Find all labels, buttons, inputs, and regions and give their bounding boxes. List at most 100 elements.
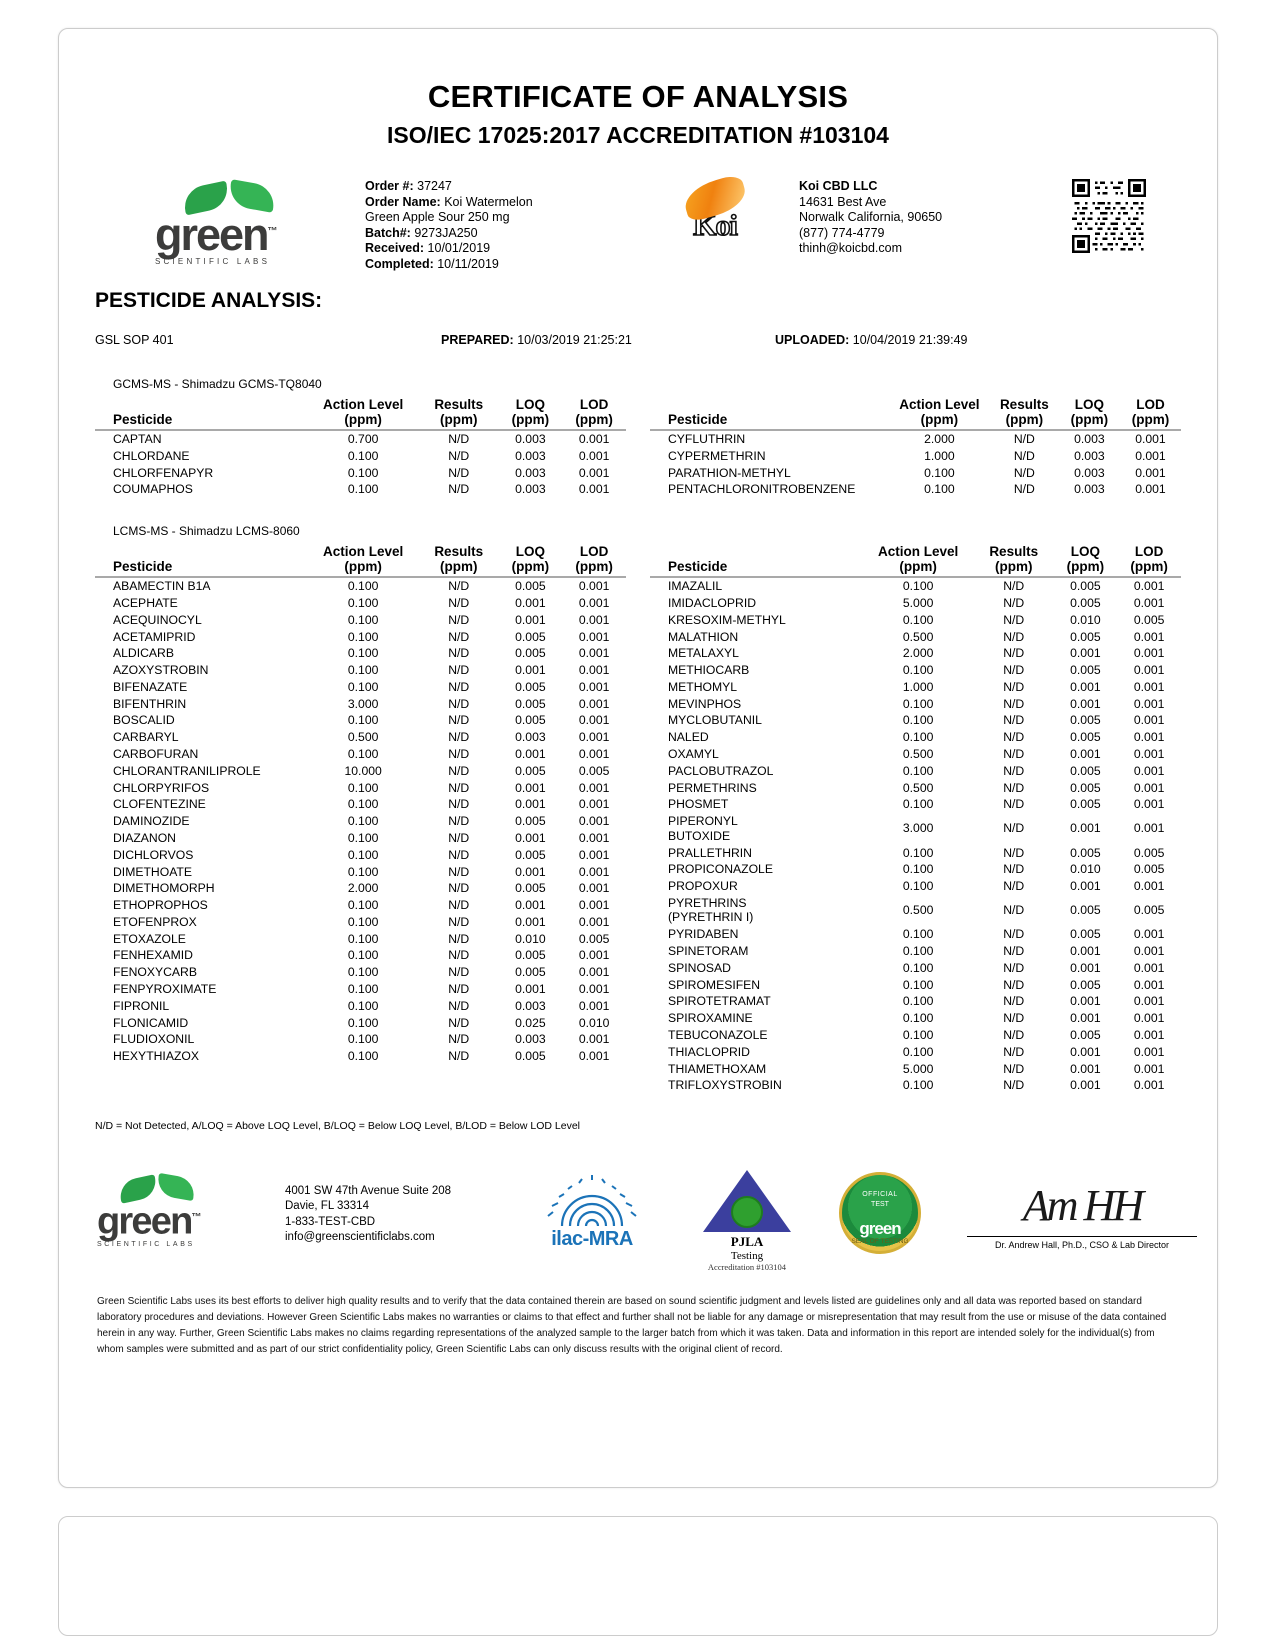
action-level-value: 0.100 bbox=[347, 713, 379, 728]
table-row: ETOFENPROX 0.100 N/D 0.001 0.001 bbox=[95, 914, 626, 931]
table-row: DICHLORVOS 0.100 N/D 0.005 0.001 bbox=[95, 847, 626, 864]
result-value: N/D bbox=[448, 1049, 470, 1064]
loq-value: 0.005 bbox=[515, 679, 546, 694]
footer-contact: 4001 SW 47th Avenue Suite 208 Davie, FL … bbox=[285, 1184, 451, 1246]
pesticide-name: ETOFENPROX bbox=[113, 914, 197, 929]
result-value: N/D bbox=[1003, 663, 1025, 678]
column-header-action-level: Action Level (ppm) bbox=[862, 544, 974, 579]
result-value: N/D bbox=[448, 747, 470, 762]
action-level-value: 0.100 bbox=[347, 830, 379, 845]
loq-value: 0.001 bbox=[515, 780, 546, 795]
action-level-value: 0.500 bbox=[902, 747, 934, 762]
table-row: IMIDACLOPRID 5.000 N/D 0.005 0.001 bbox=[650, 595, 1181, 612]
pesticide-name: PROPICONAZOLE bbox=[668, 862, 773, 877]
table-row: ACEPHATE 0.100 N/D 0.001 0.001 bbox=[95, 595, 626, 612]
action-level-value: 0.100 bbox=[347, 898, 379, 913]
loq-value: 0.005 bbox=[515, 763, 546, 778]
footer-address2: Davie, FL 33314 bbox=[285, 1200, 369, 1213]
lod-value: 0.001 bbox=[578, 482, 610, 497]
client-name: Koi CBD LLC bbox=[799, 179, 878, 193]
pjla-badge: PJLA Testing Accreditation #103104 bbox=[687, 1169, 807, 1272]
table-row: AZOXYSTROBIN 0.100 N/D 0.001 0.001 bbox=[95, 662, 626, 679]
column-header-loq: LOQ (ppm) bbox=[498, 397, 563, 431]
loq-value: 0.005 bbox=[1070, 730, 1101, 745]
loq-value: 0.005 bbox=[1070, 596, 1101, 610]
next-page-stub bbox=[58, 1516, 1218, 1636]
pesticide-name: IMAZALIL bbox=[668, 579, 723, 594]
signature-name: Dr. Andrew Hall, Ph.D., CSO & Lab Direct… bbox=[994, 1239, 1170, 1250]
table-row: PYRETHRINS (PYRETHRIN I) 0.500 N/D 0.005 0.0… bbox=[650, 895, 1181, 926]
loq-value: 0.005 bbox=[515, 646, 546, 661]
table-row: ABAMECTIN B1A 0.100 N/D 0.005 0.001 bbox=[95, 577, 626, 595]
lod-value: 0.001 bbox=[1135, 432, 1166, 447]
lod-value: 0.005 bbox=[578, 763, 610, 778]
pesticide-name: IMIDACLOPRID bbox=[668, 596, 757, 610]
loq-value: 0.001 bbox=[515, 981, 546, 996]
action-level-value: 0.100 bbox=[347, 579, 379, 594]
loq-value: 0.001 bbox=[1070, 679, 1101, 694]
action-level-value: 2.000 bbox=[347, 881, 379, 896]
loq-value: 0.005 bbox=[1070, 845, 1101, 860]
pesticide-name: MALATHION bbox=[668, 629, 739, 644]
action-level-value: 0.100 bbox=[902, 1078, 934, 1093]
result-value: N/D bbox=[1003, 579, 1025, 594]
pesticide-name: BIFENAZATE bbox=[113, 679, 188, 694]
action-level-value: 0.100 bbox=[347, 482, 379, 497]
table-row: PENTACHLORONITROBENZENE 0.100 N/D 0.003 0.00… bbox=[650, 481, 1181, 498]
completed-value: 10/11/2019 bbox=[437, 256, 499, 271]
footer-lab-logo: green™ SCIENTIFIC LABS bbox=[97, 1172, 257, 1248]
table-row: NALED 0.100 N/D 0.005 0.001 bbox=[650, 729, 1181, 746]
lod-value: 0.001 bbox=[1133, 879, 1165, 894]
loq-value: 0.005 bbox=[1070, 1027, 1101, 1042]
lod-value: 0.001 bbox=[1133, 663, 1165, 678]
loq-value: 0.010 bbox=[1070, 612, 1101, 627]
lod-value: 0.001 bbox=[578, 780, 610, 795]
result-value: N/D bbox=[448, 981, 470, 996]
table-row: MYCLOBUTANIL 0.100 N/D 0.005 0.001 bbox=[650, 712, 1181, 729]
result-value: N/D bbox=[1003, 1061, 1025, 1076]
pjla-atom-icon bbox=[731, 1195, 763, 1228]
pesticide-name: CARBARYL bbox=[113, 730, 179, 745]
column-header-lod: LOD (ppm) bbox=[1119, 397, 1181, 431]
pesticide-name: PENTACHLORONITROBENZENE bbox=[668, 482, 856, 497]
pesticide-name: CHLORDANE bbox=[113, 448, 190, 463]
qr-code-icon[interactable] bbox=[1072, 179, 1146, 253]
action-level-value: 0.500 bbox=[347, 730, 379, 745]
result-value: N/D bbox=[448, 931, 470, 946]
gcms-right-body: CYFLUTHRIN 2.000 N/D 0.003 0.001 CYPERMETHRIN… bbox=[650, 430, 1181, 498]
table-row: FIPRONIL 0.100 N/D 0.003 0.001 bbox=[95, 998, 626, 1015]
legal-disclaimer: Green Scientific Labs uses its best effo… bbox=[97, 1295, 1167, 1355]
pesticide-name: PACLOBUTRAZOL bbox=[668, 763, 774, 778]
table-row: SPINOSAD 0.100 N/D 0.001 0.001 bbox=[650, 960, 1181, 977]
action-level-value: 0.100 bbox=[347, 1032, 379, 1047]
table-row: PRALLETHRIN 0.100 N/D 0.005 0.005 bbox=[650, 844, 1181, 861]
table-row: FLONICAMID 0.100 N/D 0.025 0.010 bbox=[95, 1014, 626, 1031]
loq-value: 0.001 bbox=[515, 596, 546, 610]
lod-value: 0.001 bbox=[1133, 747, 1165, 762]
lod-value: 0.001 bbox=[1135, 465, 1166, 480]
result-value: N/D bbox=[448, 881, 470, 896]
lod-value: 0.001 bbox=[1133, 579, 1165, 594]
lod-value: 0.001 bbox=[578, 881, 610, 896]
result-value: N/D bbox=[1003, 612, 1025, 627]
official-test-seal: OFFICIAL TEST green SEAL OF TESTING bbox=[832, 1171, 928, 1254]
table-row: COUMAPHOS 0.100 N/D 0.003 0.001 bbox=[95, 481, 626, 498]
result-value: N/D bbox=[1003, 679, 1025, 694]
lod-value: 0.001 bbox=[1135, 448, 1166, 463]
action-level-value: 0.100 bbox=[347, 629, 379, 644]
loq-value: 0.005 bbox=[1070, 713, 1101, 728]
pesticide-name: ETOXAZOLE bbox=[113, 931, 186, 946]
lod-value: 0.001 bbox=[1135, 482, 1166, 497]
loq-value: 0.001 bbox=[1070, 960, 1101, 975]
page-subtitle: ISO/IEC 17025:2017 ACCREDITATION #103104 bbox=[387, 122, 889, 148]
action-level-value: 0.100 bbox=[902, 879, 934, 894]
column-header-results: Results (ppm) bbox=[418, 544, 499, 579]
gcms-left-column: Pesticide Action Level (ppm) Results (ppm)… bbox=[95, 397, 626, 498]
table-row: BIFENAZATE 0.100 N/D 0.005 0.001 bbox=[95, 679, 626, 696]
pesticide-name: DICHLORVOS bbox=[113, 847, 194, 862]
lod-value: 0.001 bbox=[578, 596, 610, 610]
sop-number: GSL SOP 401 bbox=[95, 333, 174, 347]
action-level-value: 0.100 bbox=[924, 465, 955, 480]
pesticide-name: PYRIDABEN bbox=[668, 927, 739, 942]
table-row: THIACLOPRID 0.100 N/D 0.001 0.001 bbox=[650, 1044, 1181, 1061]
